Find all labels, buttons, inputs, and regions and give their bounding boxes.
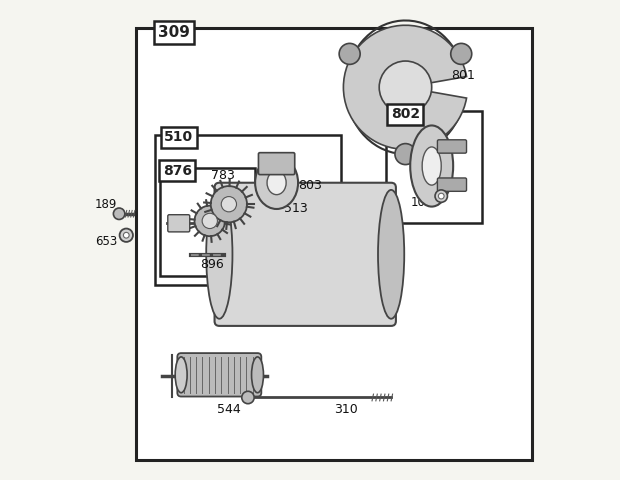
Circle shape <box>195 205 225 236</box>
Text: 311: 311 <box>422 154 445 167</box>
Text: 802: 802 <box>391 108 420 121</box>
Text: 803: 803 <box>298 179 322 192</box>
Text: 783: 783 <box>211 168 235 181</box>
Circle shape <box>120 228 133 242</box>
Text: 544: 544 <box>217 403 241 416</box>
Text: 1003: 1003 <box>410 196 440 209</box>
Circle shape <box>242 391 254 404</box>
Text: 876: 876 <box>162 163 186 176</box>
Circle shape <box>438 193 444 199</box>
Text: 513: 513 <box>284 203 308 216</box>
Bar <box>386 111 482 223</box>
FancyBboxPatch shape <box>177 353 261 396</box>
Circle shape <box>379 61 432 114</box>
FancyBboxPatch shape <box>438 178 466 192</box>
FancyBboxPatch shape <box>259 153 294 175</box>
Ellipse shape <box>175 357 187 393</box>
FancyBboxPatch shape <box>168 215 190 232</box>
Circle shape <box>123 232 129 238</box>
Circle shape <box>395 144 416 165</box>
Text: eReplacementParts.com: eReplacementParts.com <box>225 228 395 242</box>
Circle shape <box>113 208 125 219</box>
Ellipse shape <box>378 190 404 319</box>
Circle shape <box>435 190 448 202</box>
Text: 653: 653 <box>95 235 117 248</box>
Ellipse shape <box>422 147 441 185</box>
Ellipse shape <box>410 125 453 206</box>
Text: 189: 189 <box>95 198 117 211</box>
Circle shape <box>221 197 236 212</box>
Bar <box>160 168 255 276</box>
Bar <box>155 135 341 285</box>
Circle shape <box>202 213 218 228</box>
Text: 510: 510 <box>164 131 193 144</box>
FancyBboxPatch shape <box>438 140 466 153</box>
Ellipse shape <box>267 171 286 195</box>
Wedge shape <box>343 25 466 149</box>
Text: 801: 801 <box>451 69 475 82</box>
Bar <box>136 28 532 459</box>
Ellipse shape <box>206 190 232 319</box>
Circle shape <box>339 43 360 64</box>
Ellipse shape <box>255 156 298 209</box>
Circle shape <box>451 43 472 64</box>
Text: 309: 309 <box>158 25 190 40</box>
Text: 876: 876 <box>163 164 192 178</box>
Text: 310: 310 <box>334 403 358 416</box>
FancyBboxPatch shape <box>215 183 396 326</box>
Text: 896: 896 <box>200 258 224 271</box>
Ellipse shape <box>252 357 264 393</box>
Circle shape <box>211 186 247 222</box>
